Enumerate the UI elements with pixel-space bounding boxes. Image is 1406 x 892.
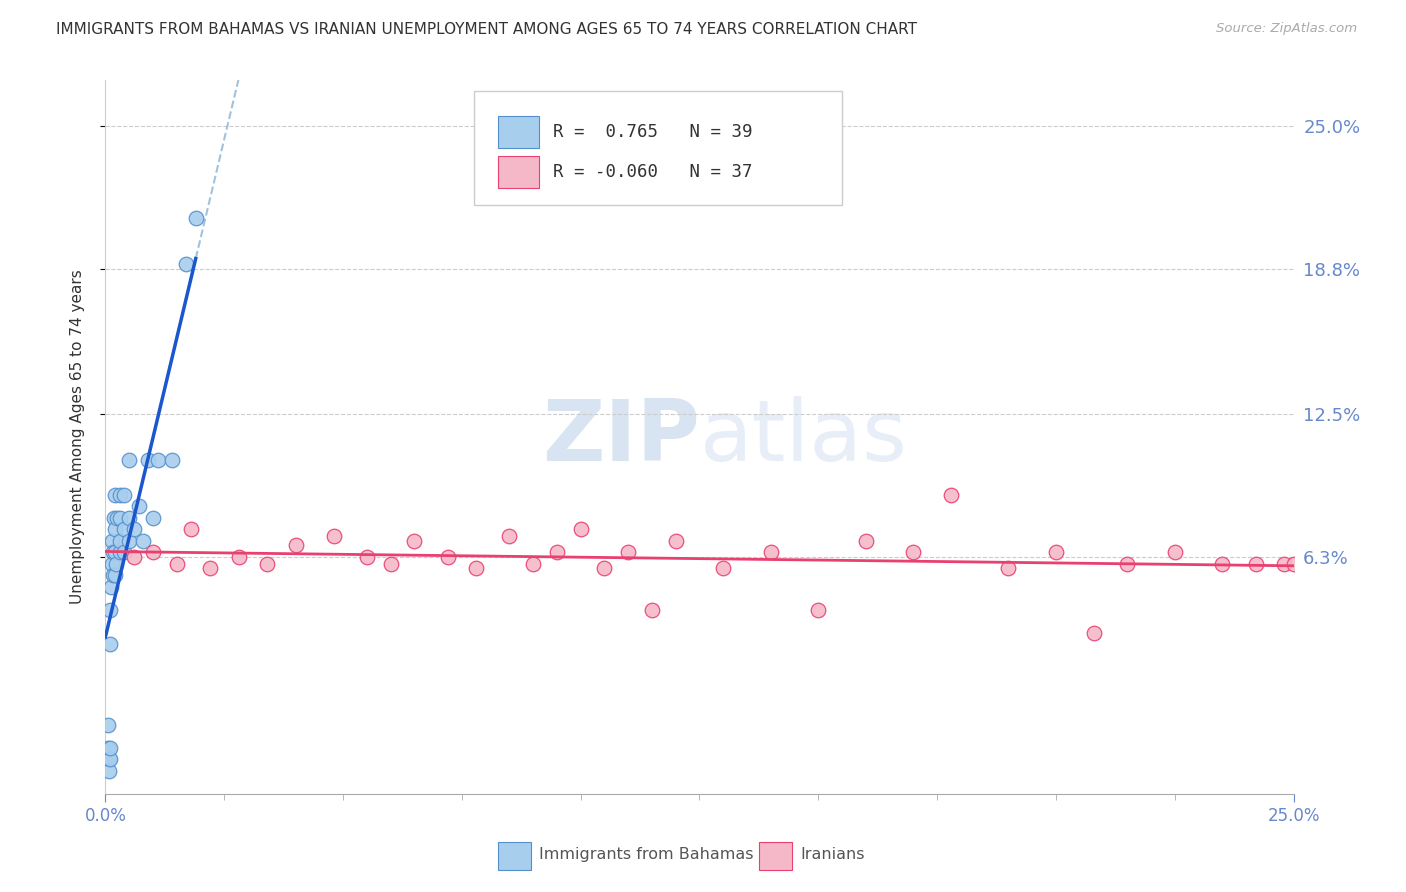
Point bbox=[104, 545, 127, 559]
Point bbox=[104, 568, 127, 582]
Point bbox=[1083, 625, 1105, 640]
Point bbox=[284, 538, 307, 552]
Point bbox=[711, 561, 734, 575]
Bar bbox=[498, 116, 538, 148]
Point bbox=[132, 533, 155, 548]
Point bbox=[465, 561, 488, 575]
Point bbox=[1116, 557, 1139, 571]
Point bbox=[855, 533, 877, 548]
Point bbox=[101, 533, 124, 548]
Point bbox=[100, 580, 122, 594]
Point bbox=[114, 488, 136, 502]
Text: Source: ZipAtlas.com: Source: ZipAtlas.com bbox=[1216, 22, 1357, 36]
Point bbox=[142, 545, 165, 559]
Point bbox=[98, 637, 121, 651]
Point bbox=[128, 499, 150, 513]
Point bbox=[122, 522, 145, 536]
Point bbox=[97, 740, 120, 755]
Point bbox=[184, 211, 207, 226]
Point bbox=[103, 510, 125, 524]
Text: atlas: atlas bbox=[700, 395, 907, 479]
Bar bbox=[759, 842, 792, 871]
Point bbox=[759, 545, 782, 559]
Point bbox=[108, 545, 131, 559]
Point bbox=[997, 561, 1019, 575]
Point bbox=[498, 529, 520, 543]
Point bbox=[522, 557, 544, 571]
Point bbox=[322, 529, 344, 543]
Point bbox=[1045, 545, 1067, 559]
Point bbox=[108, 533, 131, 548]
Point bbox=[166, 557, 188, 571]
Point bbox=[1244, 557, 1267, 571]
Point bbox=[256, 557, 278, 571]
Point bbox=[101, 545, 124, 559]
Point bbox=[160, 453, 183, 467]
Point bbox=[1211, 557, 1233, 571]
Point bbox=[228, 549, 250, 564]
Text: ZIP: ZIP bbox=[541, 395, 700, 479]
Point bbox=[104, 522, 127, 536]
Point bbox=[100, 557, 122, 571]
Point bbox=[98, 764, 121, 778]
Point bbox=[142, 510, 165, 524]
Point bbox=[105, 510, 128, 524]
Point bbox=[180, 522, 202, 536]
Point bbox=[593, 561, 616, 575]
Point bbox=[98, 740, 121, 755]
Point bbox=[98, 752, 121, 766]
Point bbox=[97, 718, 120, 732]
Point bbox=[436, 549, 458, 564]
Point bbox=[97, 752, 120, 766]
Point bbox=[98, 603, 121, 617]
Text: R = -0.060   N = 37: R = -0.060 N = 37 bbox=[554, 162, 752, 180]
Point bbox=[118, 510, 141, 524]
Point bbox=[1272, 557, 1295, 571]
Point bbox=[108, 488, 131, 502]
Point bbox=[641, 603, 664, 617]
Point bbox=[104, 488, 127, 502]
Text: Iranians: Iranians bbox=[800, 847, 865, 862]
Text: IMMIGRANTS FROM BAHAMAS VS IRANIAN UNEMPLOYMENT AMONG AGES 65 TO 74 YEARS CORREL: IMMIGRANTS FROM BAHAMAS VS IRANIAN UNEMP… bbox=[56, 22, 917, 37]
Text: R =  0.765   N = 39: R = 0.765 N = 39 bbox=[554, 123, 752, 141]
Point bbox=[114, 545, 136, 559]
Point bbox=[118, 533, 141, 548]
Point bbox=[146, 453, 169, 467]
Y-axis label: Unemployment Among Ages 65 to 74 years: Unemployment Among Ages 65 to 74 years bbox=[70, 269, 84, 605]
Point bbox=[114, 522, 136, 536]
Point bbox=[198, 561, 221, 575]
Point bbox=[101, 568, 124, 582]
FancyBboxPatch shape bbox=[474, 91, 842, 205]
Point bbox=[807, 603, 830, 617]
Point bbox=[1282, 557, 1305, 571]
Point bbox=[380, 557, 402, 571]
Point bbox=[136, 453, 159, 467]
Point bbox=[569, 522, 592, 536]
Point bbox=[1164, 545, 1187, 559]
Text: Immigrants from Bahamas: Immigrants from Bahamas bbox=[538, 847, 754, 862]
Point bbox=[941, 488, 963, 502]
Point bbox=[665, 533, 688, 548]
Point bbox=[356, 549, 378, 564]
Point bbox=[105, 557, 128, 571]
Point bbox=[617, 545, 640, 559]
Point bbox=[404, 533, 426, 548]
Point bbox=[174, 257, 197, 271]
Point bbox=[903, 545, 925, 559]
Point bbox=[546, 545, 568, 559]
Point bbox=[108, 510, 131, 524]
Point bbox=[118, 453, 141, 467]
Point bbox=[122, 549, 145, 564]
Bar bbox=[498, 842, 531, 871]
Bar bbox=[498, 155, 538, 187]
